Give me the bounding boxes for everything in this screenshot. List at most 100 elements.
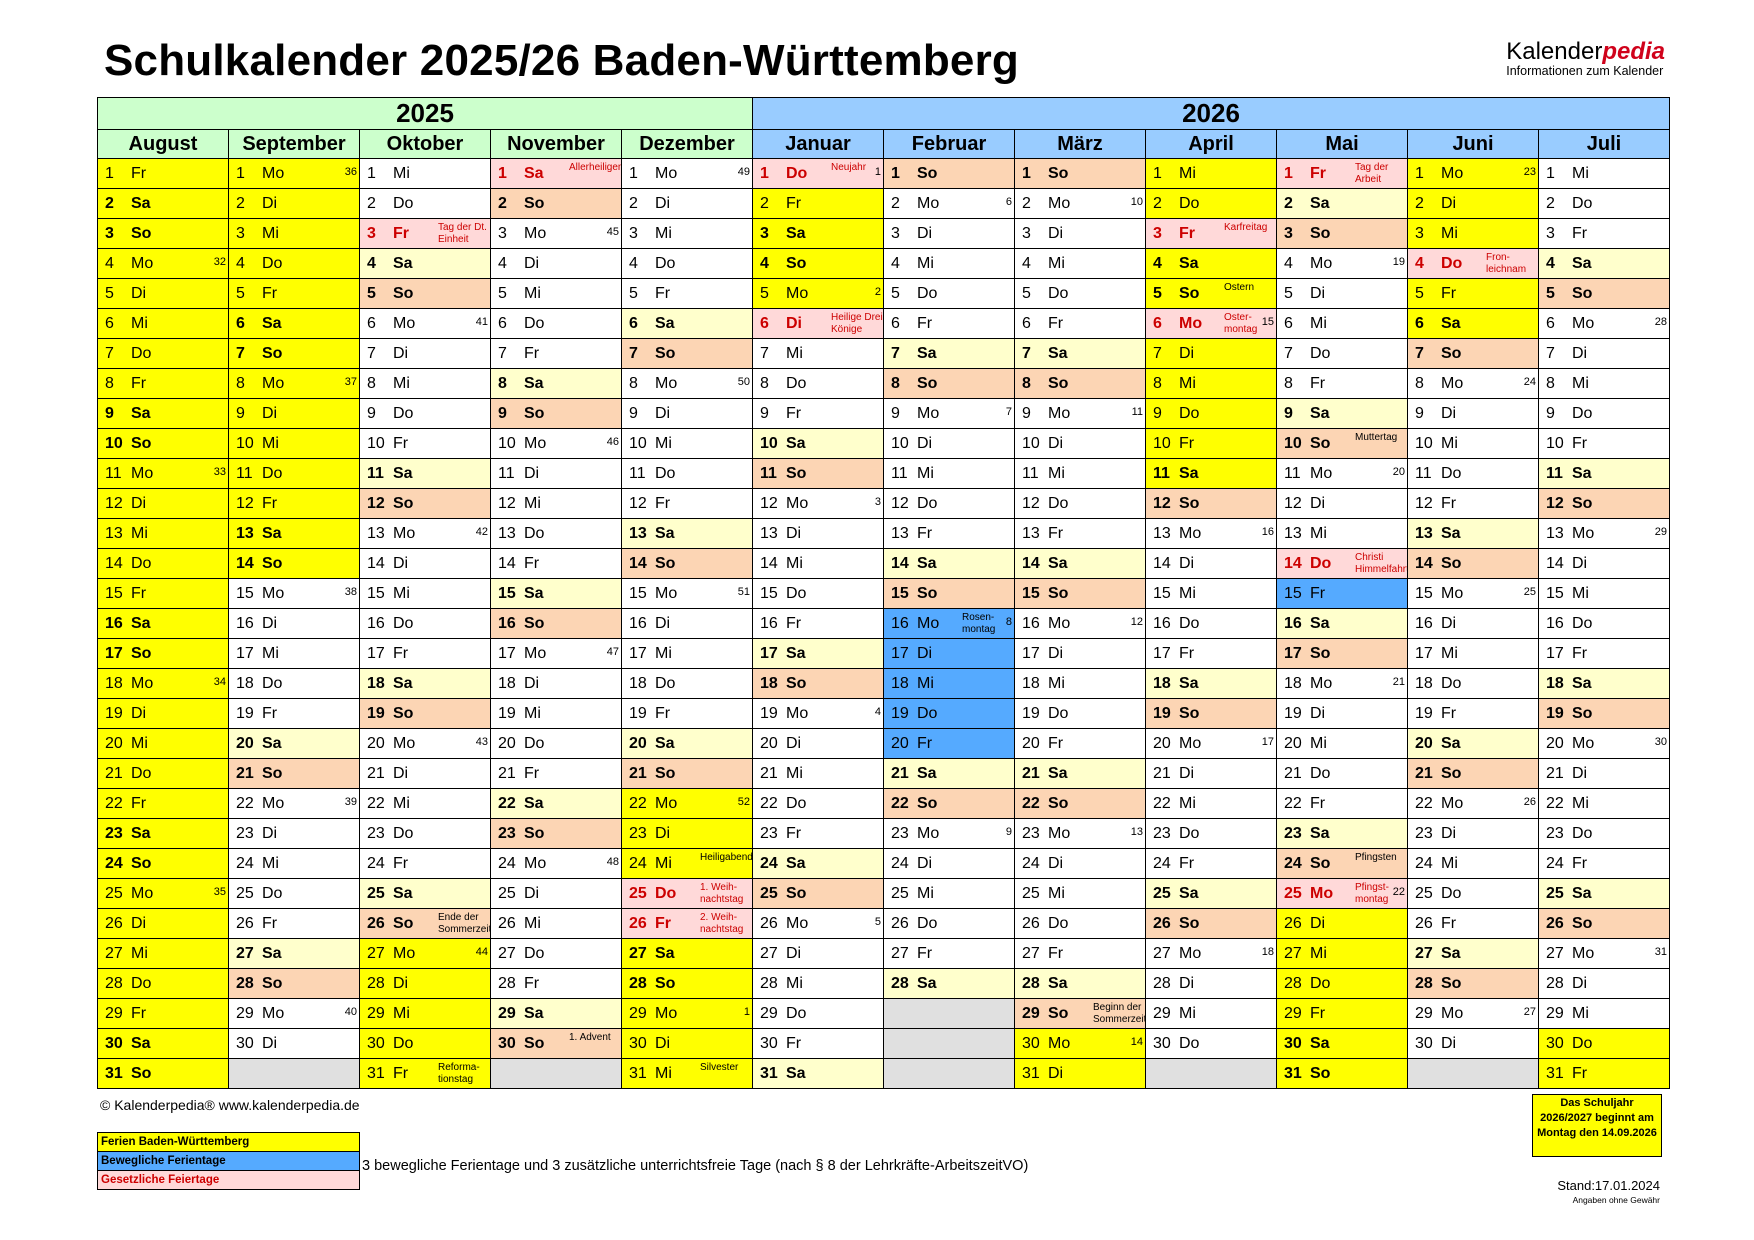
day-number: 20 [105,735,123,752]
day-row: 2 Sa 2 Di 2 Do 2 So 2 Di 2 Fr 2 Mo 6 2 Mo 10 2 Do 2 Sa 2 Di 2 Do [97,188,1670,219]
day-cell: 20 Fr [1014,728,1146,759]
day-row: 15 Fr 15 Mo 38 15 Mi 15 Sa 15 Mo 51 15 Do 15 So 15 So 15 Mi… [97,578,1670,609]
weekday: Fr [1572,435,1588,452]
weekday: Fr [1572,225,1588,242]
day-cell: 2 Do [1538,188,1670,219]
weekday: Sa [655,315,675,332]
day-number: 14 [629,555,647,572]
day-number: 6 [236,315,245,332]
day-number: 21 [498,765,516,782]
week-number: 28 [1654,316,1667,328]
day-cell: 2 Sa [97,188,229,219]
day-number: 22 [760,795,778,812]
day-cell: 15 Mi [1145,578,1277,609]
weekday: Mi [262,855,279,872]
weekday: Sa [131,615,151,632]
weekday: Do [917,495,938,512]
weekday: Mo [655,585,678,602]
day-number: 8 [760,375,769,392]
day-cell: 30 Do [359,1028,491,1059]
day-number: 3 [1153,225,1162,242]
week-number: 48 [606,856,619,868]
day-cell: 11 Sa [359,458,491,489]
day-cell: 13 Di [752,518,884,549]
day-cell: 18 Mi [883,668,1015,699]
weekday: So [524,825,545,842]
day-cell: 12 Do [883,488,1015,519]
day-number: 11 [1153,465,1170,482]
day-number: 9 [236,405,245,422]
weekday: Di [1441,405,1457,422]
weekday: Fr [262,915,278,932]
day-number: 31 [629,1065,647,1082]
weekday: Fr [1048,315,1064,332]
weekday: So [1572,915,1593,932]
day-cell: 15 Mo 25 [1407,578,1539,609]
week-number: 49 [737,166,750,178]
day-number: 6 [1546,315,1555,332]
day-cell: 16 Sa [97,608,229,639]
weekday: Fr [655,705,671,722]
day-cell: 4 Sa [1538,248,1670,279]
weekday: Do [1572,825,1593,842]
day-cell: 9 Di [1407,398,1539,429]
day-cell: 4 Do Fron-leichnam [1407,248,1539,279]
day-number: 6 [1153,315,1162,332]
day-cell: 27 Mo 31 [1538,938,1670,969]
day-number: 29 [629,1005,647,1022]
weekday: Fr [1310,585,1326,602]
weekday: Fr [1441,705,1457,722]
weekday: Sa [1310,195,1330,212]
weekday: Mi [1572,165,1589,182]
weekday: Di [1048,1065,1064,1082]
weekday: Do [1048,705,1069,722]
day-cell: 9 Mo 11 [1014,398,1146,429]
day-row: 10 So 10 Mi 10 Fr 10 Mo 46 10 Mi 10 Sa 10 Di 10 Di 10 Fr 10… [97,428,1670,459]
day-cell: 13 Mi [1276,518,1408,549]
day-number: 6 [1415,315,1424,332]
day-number: 13 [1546,525,1564,542]
day-cell: 19 Fr [621,698,753,729]
day-number: 10 [1546,435,1564,452]
weekday: Mi [1310,525,1327,542]
weekday: Mo [262,375,285,392]
day-cell: 2 Do [1145,188,1277,219]
day-number: 15 [1284,585,1302,602]
day-cell: 3 So [1276,218,1408,249]
weekday: So [917,585,938,602]
day-number: 5 [760,285,769,302]
day-number: 27 [367,945,385,962]
weekday: So [131,435,152,452]
day-cell: 22 Fr [97,788,229,819]
weekday: Fr [786,405,802,422]
day-number: 24 [629,855,647,872]
day-cell: 7 Sa [883,338,1015,369]
day-cell: 22 Do [752,788,884,819]
weekday: Mi [1310,735,1327,752]
day-number: 15 [498,585,516,602]
day-number: 3 [891,225,900,242]
weekday: So [786,255,807,272]
year-2025-header: 2025 [97,97,753,130]
day-number: 5 [1546,285,1555,302]
weekday: Fr [1310,165,1326,182]
day-cell: 4 So [752,248,884,279]
day-number: 26 [1284,915,1302,932]
day-cell: 14 Mi [752,548,884,579]
day-cell: 31 Sa [752,1058,884,1089]
day-cell: 30 Sa [1276,1028,1408,1059]
day-number: 1 [629,165,638,182]
weekday: Do [655,255,676,272]
day-cell: 24 Mi [1407,848,1539,879]
day-number: 21 [1546,765,1564,782]
day-cell: 30 Sa [97,1028,229,1059]
day-cell: 3 Mi [1407,218,1539,249]
day-cell: 19 Do [883,698,1015,729]
day-cell: 19 So [1145,698,1277,729]
week-number: 34 [213,676,226,688]
week-number: 20 [1392,466,1405,478]
day-cell: 27 Do [490,938,622,969]
day-number: 27 [760,945,778,962]
weekday: Fr [786,195,802,212]
day-number: 8 [1415,375,1424,392]
